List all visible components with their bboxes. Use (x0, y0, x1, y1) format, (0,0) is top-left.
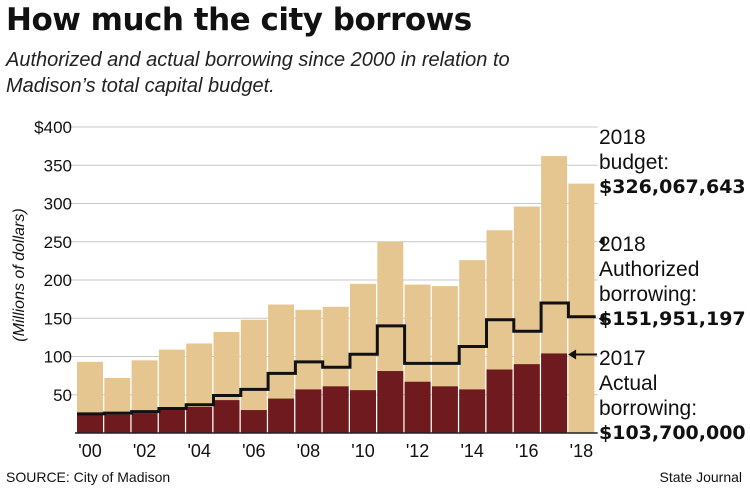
y-axis-label: (Millions of dollars) (11, 208, 28, 342)
y-axis-ticks: $400 350 300 250 200 150 100 50 (34, 118, 72, 405)
annotation-authorized-label: Authorized (599, 258, 700, 281)
x-tick-label-'14: '14 (460, 441, 483, 461)
annotation-budget-value: $326,067,643 (599, 176, 746, 198)
actual-bar-2012 (404, 381, 431, 433)
annotation-actual-label: Actual (599, 372, 658, 395)
actual-bar-2007 (268, 398, 295, 433)
actual-arrow-head (568, 349, 577, 360)
actual-bar-2013 (431, 386, 458, 433)
actual-bar-2003 (158, 407, 185, 433)
source-note: SOURCE: City of Madison (6, 469, 171, 485)
x-tick-label-'12: '12 (406, 441, 429, 461)
annotation-actual-value: $103,700,000 (599, 422, 746, 444)
annotation-authorized-year: 2018 (599, 233, 646, 256)
budget-bar-2018 (568, 183, 595, 433)
y-tick-label-400: $400 (34, 118, 72, 137)
actual-bar-2001 (104, 414, 131, 433)
chart-title: How much the city borrows (6, 2, 472, 38)
actual-bar-2008 (295, 389, 322, 433)
y-tick-label-300: 300 (44, 195, 72, 214)
actual-bar-2016 (513, 364, 540, 433)
y-tick-label-150: 150 (44, 309, 72, 328)
x-tick-label-'00: '00 (78, 441, 101, 461)
actual-bar-2014 (459, 389, 486, 433)
annotation-authorized: 2018 Authorized borrowing: $151,951,197 (599, 232, 746, 332)
actual-bar-2000 (77, 413, 103, 433)
y-tick-label-250: 250 (44, 233, 72, 252)
bars (75, 156, 598, 434)
chart-subtitle: Authorized and actual borrowing since 20… (6, 49, 510, 97)
annotation-actual: 2017 Actual borrowing: $103,700,000 (599, 346, 746, 446)
authorized-line-group (77, 301, 596, 416)
x-tick-label-'18: '18 (570, 441, 593, 461)
x-axis-ticks: '00 '02 '04 '06 '08 '10 '12 '14 '16 '18 (78, 441, 593, 461)
y-tick-label-350: 350 (44, 156, 72, 175)
actual-bar-2004 (186, 406, 213, 433)
annotation-budget-year: 2018 (599, 126, 646, 149)
annotation-arrows (568, 236, 605, 360)
actual-bar-2015 (486, 369, 513, 433)
x-tick-label-'04: '04 (187, 441, 210, 461)
credit-note: State Journal (659, 469, 743, 485)
authorized-pointer (598, 313, 605, 324)
authorized-borrowing-line (77, 301, 596, 416)
annotation-actual-year: 2017 (599, 347, 646, 370)
annotation-budget-label: budget: (599, 151, 670, 174)
actual-bar-2009 (322, 386, 349, 433)
x-tick-label-'10: '10 (351, 441, 374, 461)
budget-pointer (598, 236, 605, 247)
y-tick-label-50: 50 (53, 386, 72, 405)
x-tick-label-'16: '16 (515, 441, 538, 461)
actual-bar-2017 (541, 353, 568, 433)
x-tick-label-'02: '02 (133, 441, 156, 461)
actual-bar-2006 (240, 410, 267, 433)
y-tick-label-100: 100 (44, 348, 72, 367)
annotation-authorized-value: $151,951,197 (599, 308, 746, 330)
x-tick-label-'08: '08 (297, 441, 320, 461)
annotation-budget: 2018 budget: $326,067,643 (599, 125, 746, 200)
actual-bar-2002 (131, 413, 158, 433)
x-tick-label-'06: '06 (242, 441, 265, 461)
actual-bar-2011 (377, 371, 404, 433)
annotation-authorized-label-2: borrowing: (599, 283, 698, 306)
y-tick-label-200: 200 (44, 271, 72, 290)
actual-bar-2005 (213, 400, 240, 433)
actual-bar-2010 (350, 390, 376, 433)
annotation-actual-label-2: borrowing: (599, 397, 698, 420)
